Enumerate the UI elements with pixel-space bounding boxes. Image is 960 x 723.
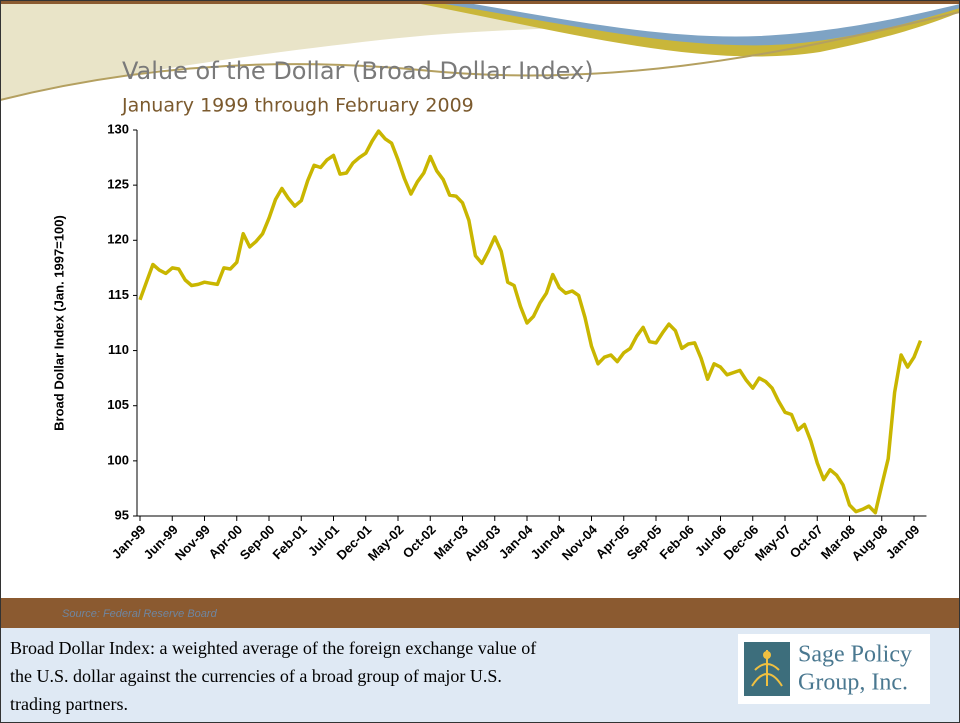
y-tick-label: 100 xyxy=(107,452,129,467)
y-tick-label: 105 xyxy=(107,397,129,412)
logo-text: Group, Inc. xyxy=(798,670,908,696)
logo-text: Sage Policy xyxy=(798,642,912,668)
y-tick-label: 125 xyxy=(107,177,129,192)
slide: Value of the Dollar (Broad Dollar Index)… xyxy=(0,0,960,723)
y-tick-label: 120 xyxy=(107,232,129,247)
logo-head xyxy=(763,651,771,659)
chart-subtitle: January 1999 through February 2009 xyxy=(121,95,474,117)
y-axis-label: Broad Dollar Index (Jan. 1997=100) xyxy=(51,215,66,431)
footer-text: the U.S. dollar against the currencies o… xyxy=(10,666,502,686)
chart-title: Value of the Dollar (Broad Dollar Index) xyxy=(122,57,594,85)
footer-text: Broad Dollar Index: a weighted average o… xyxy=(10,638,536,658)
y-tick-label: 130 xyxy=(107,121,129,136)
y-tick-label: 115 xyxy=(108,287,129,302)
y-tick-label: 95 xyxy=(115,507,129,522)
source: Source: Federal Reserve Board xyxy=(62,608,218,620)
footer-text: trading partners. xyxy=(10,694,128,714)
y-tick-label: 110 xyxy=(108,342,129,357)
